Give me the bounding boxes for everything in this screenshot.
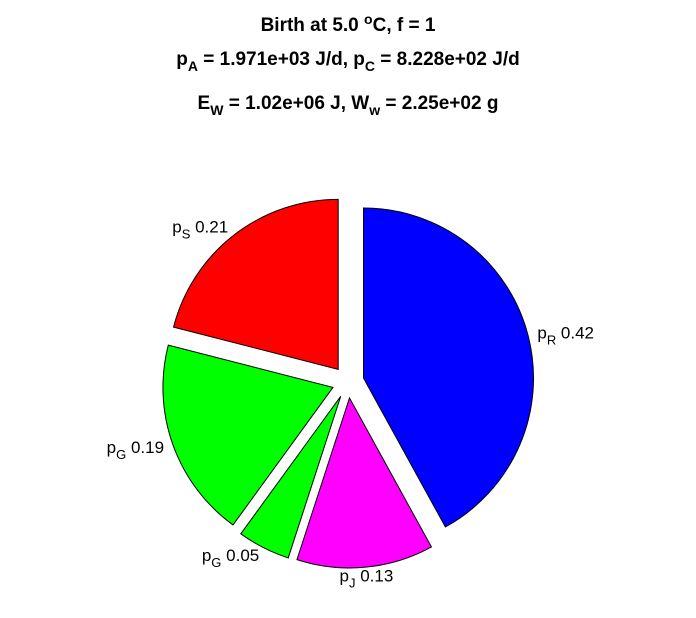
pie-slice-p-G-2: [240, 395, 342, 559]
chart-title: Birth at 5.0 oC, f = 1 pA = 1.971e+03 J/d…: [176, 11, 519, 118]
pie-slice-p-G-3: [162, 344, 334, 526]
pie-label-p-R-0: pR 0.42: [537, 323, 594, 347]
chart-title-line-1: Birth at 5.0 oC, f = 1: [261, 11, 436, 36]
chart-title-line-3: EW = 1.02e+06 J, Ww = 2.25e+02 g: [198, 93, 499, 118]
pie-label-p-S-4: pS 0.21: [172, 218, 228, 242]
pie-slice-p-R-0: [362, 207, 534, 528]
pie-label-p-G-2: pG 0.05: [202, 546, 259, 570]
pie-label-p-J-1: pJ 0.13: [340, 567, 394, 591]
chart-title-line-2: pA = 1.971e+03 J/d, pC = 8.228e+02 J/d: [176, 49, 519, 74]
pie-slice-p-J-1: [296, 396, 433, 569]
pie-label-p-G-3: pG 0.19: [107, 438, 164, 462]
pie-slice-p-S-4: [172, 198, 339, 371]
pie-labels: pR 0.42 pJ 0.13 pG 0.05 pG 0.19 pS 0.21: [107, 218, 594, 591]
pie-slices: [162, 198, 534, 569]
